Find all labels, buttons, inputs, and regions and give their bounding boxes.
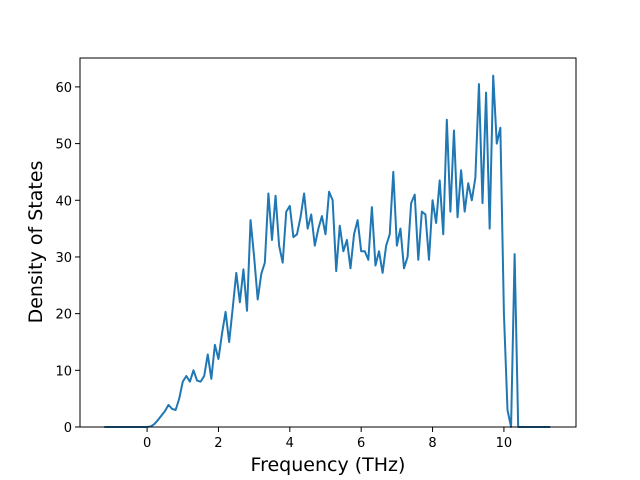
y-tick-label: 40 [55, 194, 72, 209]
x-tick-label: 4 [286, 436, 294, 451]
axes-frame [79, 57, 577, 428]
y-tick-label: 30 [55, 251, 72, 266]
y-tick-label: 20 [55, 308, 72, 323]
line [104, 74, 551, 428]
x-tick-label: 6 [357, 436, 365, 451]
x-tick-label: 10 [496, 436, 513, 451]
y-tick-label: 0 [64, 421, 72, 436]
y-tick-label: 10 [55, 364, 72, 379]
x-tick-label: 8 [428, 436, 436, 451]
y-tick-label: 60 [55, 81, 72, 96]
y-tick-label: 50 [55, 138, 72, 153]
x-axis-label: Frequency (THz) [251, 454, 406, 476]
x-tick-label: 2 [214, 436, 222, 451]
x-tick-label: 0 [143, 436, 151, 451]
y-axis-label: Density of States [25, 161, 47, 324]
